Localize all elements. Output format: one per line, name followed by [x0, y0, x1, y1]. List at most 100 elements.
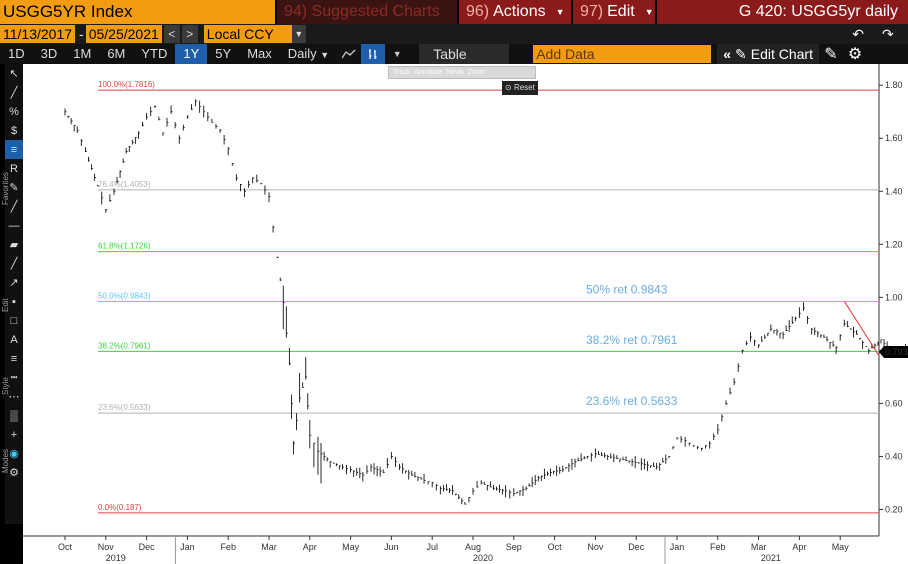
ticker-field[interactable]: USGG5YR Index	[0, 0, 277, 24]
last-price-tag	[879, 346, 908, 359]
chart-window-title: G 420: USGG5yr daily	[657, 0, 908, 24]
pencil-icon: ✎	[735, 46, 747, 62]
trend-tool-icon[interactable]: ╱	[10, 258, 18, 270]
color-mode-icon[interactable]: ◉	[9, 448, 19, 460]
next-range-button[interactable]: >	[181, 25, 198, 43]
period-3d[interactable]: 3D	[40, 46, 58, 61]
bar-chart-icon[interactable]	[361, 44, 386, 64]
brush-tool-icon[interactable]: ╱	[10, 201, 18, 213]
fib-level-label: 76.4%(1.4053)	[98, 180, 151, 189]
y-tick-label: 1.40	[885, 186, 903, 196]
line-style-icon[interactable]: ≡	[10, 352, 18, 365]
x-tick-label: Oct	[548, 542, 563, 552]
currency-select[interactable]: Local CCY	[203, 25, 292, 43]
rect-tool-icon[interactable]: □	[10, 314, 18, 327]
date-range-bar: 11/13/2017 - 05/25/2021 < > Local CCY ▼	[0, 24, 908, 44]
dollar-tool-icon[interactable]: $	[10, 124, 18, 137]
x-tick-label: Dec	[139, 542, 156, 552]
price-chart[interactable]: 1.801.601.401.201.000.800.600.400.20OctN…	[23, 64, 908, 564]
period-5y[interactable]: 5Y	[215, 46, 232, 61]
fill-style-icon[interactable]: ▒	[10, 409, 18, 422]
dash-style-icon[interactable]: ┅	[10, 372, 18, 384]
edit-chart-button[interactable]: «✎ Edit Chart	[717, 44, 819, 64]
period-1d[interactable]: 1D	[8, 46, 25, 61]
chevron-down-icon: ▼	[644, 7, 654, 17]
edit-label: Edit	[607, 3, 635, 20]
fib-level-label: 61.8%(1.1726)	[98, 242, 151, 251]
suggested-charts-menu[interactable]: 94) Suggested Charts	[277, 0, 459, 24]
suggested-label: Suggested Charts	[311, 3, 440, 20]
x-tick-label: May	[342, 542, 360, 552]
retracement-annotation: 23.6% ret 0.5633	[586, 394, 678, 408]
period-6m[interactable]: 6M	[107, 46, 126, 61]
edit-layout-icon[interactable]: ✎	[824, 46, 838, 63]
period-max[interactable]: Max	[247, 46, 272, 61]
end-date-field[interactable]: 05/25/2021	[85, 25, 162, 43]
x-tick-label: Mar	[261, 542, 277, 552]
period-ytd[interactable]: YTD	[141, 46, 168, 61]
edit-num: 97)	[580, 3, 604, 20]
settings-mode-icon[interactable]: ⚙	[9, 467, 19, 479]
chevron-down-icon: ▼	[320, 50, 330, 60]
x-tick-label: May	[832, 542, 850, 552]
marker-tool-icon[interactable]: ▪	[12, 295, 16, 308]
pen-tool-icon[interactable]: ✎	[9, 182, 19, 194]
x-tick-label: Feb	[220, 542, 236, 552]
reset-button[interactable]: ⊙ Reset	[502, 81, 538, 95]
plot-area	[23, 64, 879, 536]
news-button[interactable]: News	[446, 69, 464, 76]
fib-level-label: 23.6%(0.5633)	[98, 403, 151, 412]
price-bars	[64, 99, 907, 505]
add-data-field[interactable]: Add Data	[533, 45, 712, 63]
line-chart-icon[interactable]	[337, 44, 361, 64]
chart-svg[interactable]: 1.801.601.401.201.000.800.600.400.20OctN…	[23, 64, 908, 564]
actions-menu[interactable]: 96) Actions ▼	[459, 0, 573, 24]
start-date-field[interactable]: 11/13/2017	[0, 25, 76, 43]
fibonacci-tool-icon[interactable]: ≡	[5, 140, 23, 159]
left-drawing-toolbar: ↖ ╱ % $ ≡ R ✎ ╱ — ▰ ╱ ↗ ▪ □ A ≡ ┅ ⋯ ▒ + …	[5, 64, 23, 524]
fib-level-label: 38.2%(0.7961)	[98, 341, 151, 350]
edit-menu[interactable]: 97) Edit ▼	[573, 0, 657, 24]
chevron-down-icon[interactable]: ▼	[392, 49, 402, 59]
x-year-label: 2019	[106, 553, 126, 563]
mini-toolbar: Track Annotate News Zoom	[388, 66, 536, 79]
retracement-tool-icon[interactable]: R	[10, 162, 18, 175]
text-tool-icon[interactable]: A	[10, 333, 18, 346]
frequency-select[interactable]: Daily ▼	[280, 44, 337, 64]
undo-redo-group: ↶ ↷	[838, 24, 908, 44]
frequency-label: Daily	[287, 46, 317, 61]
y-tick-label: 1.00	[885, 292, 903, 302]
table-button[interactable]: Table	[419, 44, 510, 64]
redo-icon[interactable]: ↷	[882, 25, 894, 42]
period-1y[interactable]: 1Y	[175, 44, 208, 64]
last-price-label: 0.7937	[885, 347, 908, 357]
arrow-tool-icon[interactable]: ↗	[9, 277, 19, 289]
prev-range-button[interactable]: <	[163, 25, 180, 43]
modes-label: Modes	[1, 448, 10, 473]
gear-icon[interactable]: ⚙	[847, 46, 863, 63]
x-tick-label: Oct	[58, 542, 73, 552]
zoom-button[interactable]: Zoom	[467, 69, 486, 76]
period-1m[interactable]: 1M	[73, 46, 92, 61]
y-tick-label: 0.20	[885, 504, 903, 514]
undo-icon[interactable]: ↶	[852, 25, 864, 42]
annotate-button[interactable]: Annotate	[414, 69, 443, 76]
fib-level-label: 0.0%(0.187)	[98, 503, 142, 512]
line-tool-icon[interactable]: ╱	[10, 87, 18, 99]
crosshair-mode-icon[interactable]: +	[10, 428, 18, 441]
x-tick-label: Feb	[710, 542, 726, 552]
y-tick-label: 1.20	[885, 239, 903, 249]
x-tick-label: Aug	[465, 542, 481, 552]
x-tick-label: Nov	[587, 542, 604, 552]
channel-tool-icon[interactable]: ▰	[9, 239, 19, 251]
actions-num: 96)	[466, 3, 490, 20]
retracement-annotation: 38.2% ret 0.7961	[586, 333, 678, 347]
chevron-down-icon[interactable]: ▼	[291, 25, 306, 43]
hline-tool-icon[interactable]: —	[8, 219, 20, 232]
percent-tool-icon[interactable]: %	[9, 105, 19, 118]
track-button[interactable]: Track	[393, 69, 411, 76]
dot-style-icon[interactable]: ⋯	[8, 391, 20, 403]
cursor-icon[interactable]: ↖	[9, 68, 19, 80]
period-toolbar: 1D 3D 1M 6M YTD 1Y 5Y Max Daily ▼ ▼ Tabl…	[0, 44, 908, 64]
